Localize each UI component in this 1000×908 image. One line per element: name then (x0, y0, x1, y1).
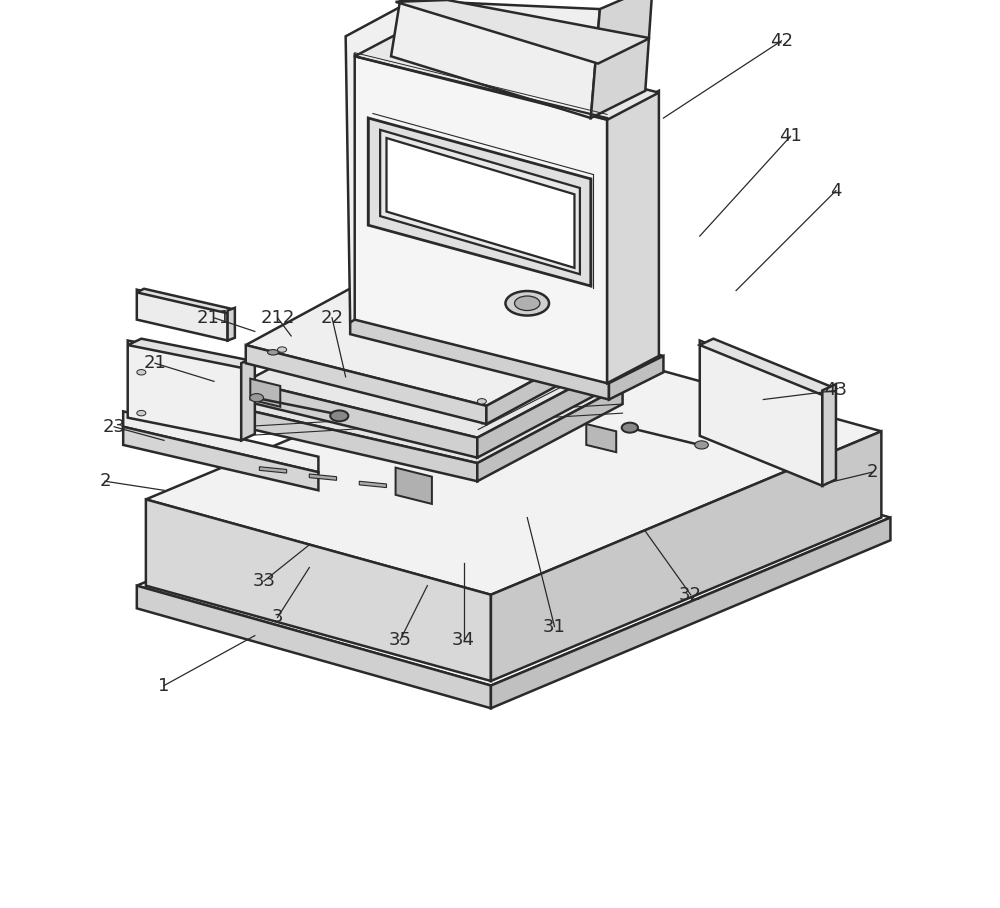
Text: 33: 33 (252, 572, 275, 590)
Polygon shape (146, 336, 881, 595)
Text: 34: 34 (452, 631, 475, 649)
Polygon shape (123, 411, 318, 472)
Ellipse shape (515, 296, 540, 311)
Text: 22: 22 (321, 309, 344, 327)
Polygon shape (350, 318, 609, 400)
Polygon shape (146, 499, 491, 681)
Polygon shape (355, 54, 607, 383)
Text: 211: 211 (197, 309, 231, 327)
Polygon shape (246, 345, 486, 424)
Ellipse shape (390, 310, 410, 321)
Polygon shape (396, 468, 432, 504)
Polygon shape (241, 357, 255, 440)
Text: 21: 21 (144, 354, 166, 372)
Polygon shape (246, 307, 618, 438)
Polygon shape (128, 340, 241, 440)
Ellipse shape (330, 410, 348, 421)
Polygon shape (609, 356, 663, 400)
Polygon shape (309, 474, 337, 480)
Polygon shape (250, 379, 280, 407)
Ellipse shape (137, 370, 146, 375)
Text: 2: 2 (867, 463, 878, 481)
Polygon shape (137, 290, 228, 340)
Polygon shape (137, 289, 235, 313)
Polygon shape (700, 340, 822, 486)
Polygon shape (355, 29, 659, 120)
Polygon shape (477, 386, 623, 481)
Polygon shape (396, 0, 650, 64)
Ellipse shape (695, 440, 708, 449)
Ellipse shape (449, 301, 469, 311)
Ellipse shape (426, 321, 446, 331)
Text: 32: 32 (679, 586, 702, 604)
Polygon shape (386, 138, 574, 268)
Text: 31: 31 (543, 617, 566, 636)
Text: 2: 2 (99, 472, 111, 490)
Text: 43: 43 (824, 381, 847, 400)
Polygon shape (246, 262, 641, 406)
Ellipse shape (386, 261, 396, 266)
Polygon shape (350, 291, 663, 383)
Polygon shape (228, 308, 235, 340)
Polygon shape (491, 431, 881, 681)
Text: 1: 1 (158, 676, 170, 695)
Polygon shape (391, 0, 600, 118)
Ellipse shape (505, 291, 549, 315)
Ellipse shape (622, 422, 638, 432)
Polygon shape (137, 586, 491, 708)
Polygon shape (486, 322, 641, 424)
Text: 35: 35 (389, 631, 412, 649)
Polygon shape (477, 363, 618, 458)
Polygon shape (259, 467, 287, 473)
Polygon shape (368, 118, 591, 286)
Polygon shape (241, 409, 477, 481)
Polygon shape (380, 130, 580, 274)
Polygon shape (359, 481, 386, 488)
Polygon shape (346, 5, 405, 322)
Polygon shape (491, 518, 890, 708)
Polygon shape (241, 331, 623, 463)
Text: 3: 3 (272, 608, 283, 627)
Text: 23: 23 (103, 418, 126, 436)
Ellipse shape (137, 410, 146, 416)
Polygon shape (700, 339, 836, 395)
Ellipse shape (250, 393, 263, 401)
Polygon shape (123, 427, 318, 490)
Text: 212: 212 (260, 309, 295, 327)
Text: 4: 4 (830, 182, 842, 200)
Ellipse shape (413, 290, 433, 300)
Ellipse shape (477, 399, 486, 404)
Ellipse shape (268, 350, 278, 355)
Polygon shape (822, 384, 836, 486)
Ellipse shape (278, 347, 287, 352)
Ellipse shape (618, 320, 627, 325)
Text: 42: 42 (770, 32, 793, 50)
Polygon shape (137, 418, 890, 686)
Polygon shape (586, 424, 616, 452)
Polygon shape (607, 91, 659, 383)
Polygon shape (591, 0, 653, 118)
Polygon shape (246, 381, 477, 458)
Text: 41: 41 (779, 127, 802, 145)
Polygon shape (128, 339, 255, 368)
